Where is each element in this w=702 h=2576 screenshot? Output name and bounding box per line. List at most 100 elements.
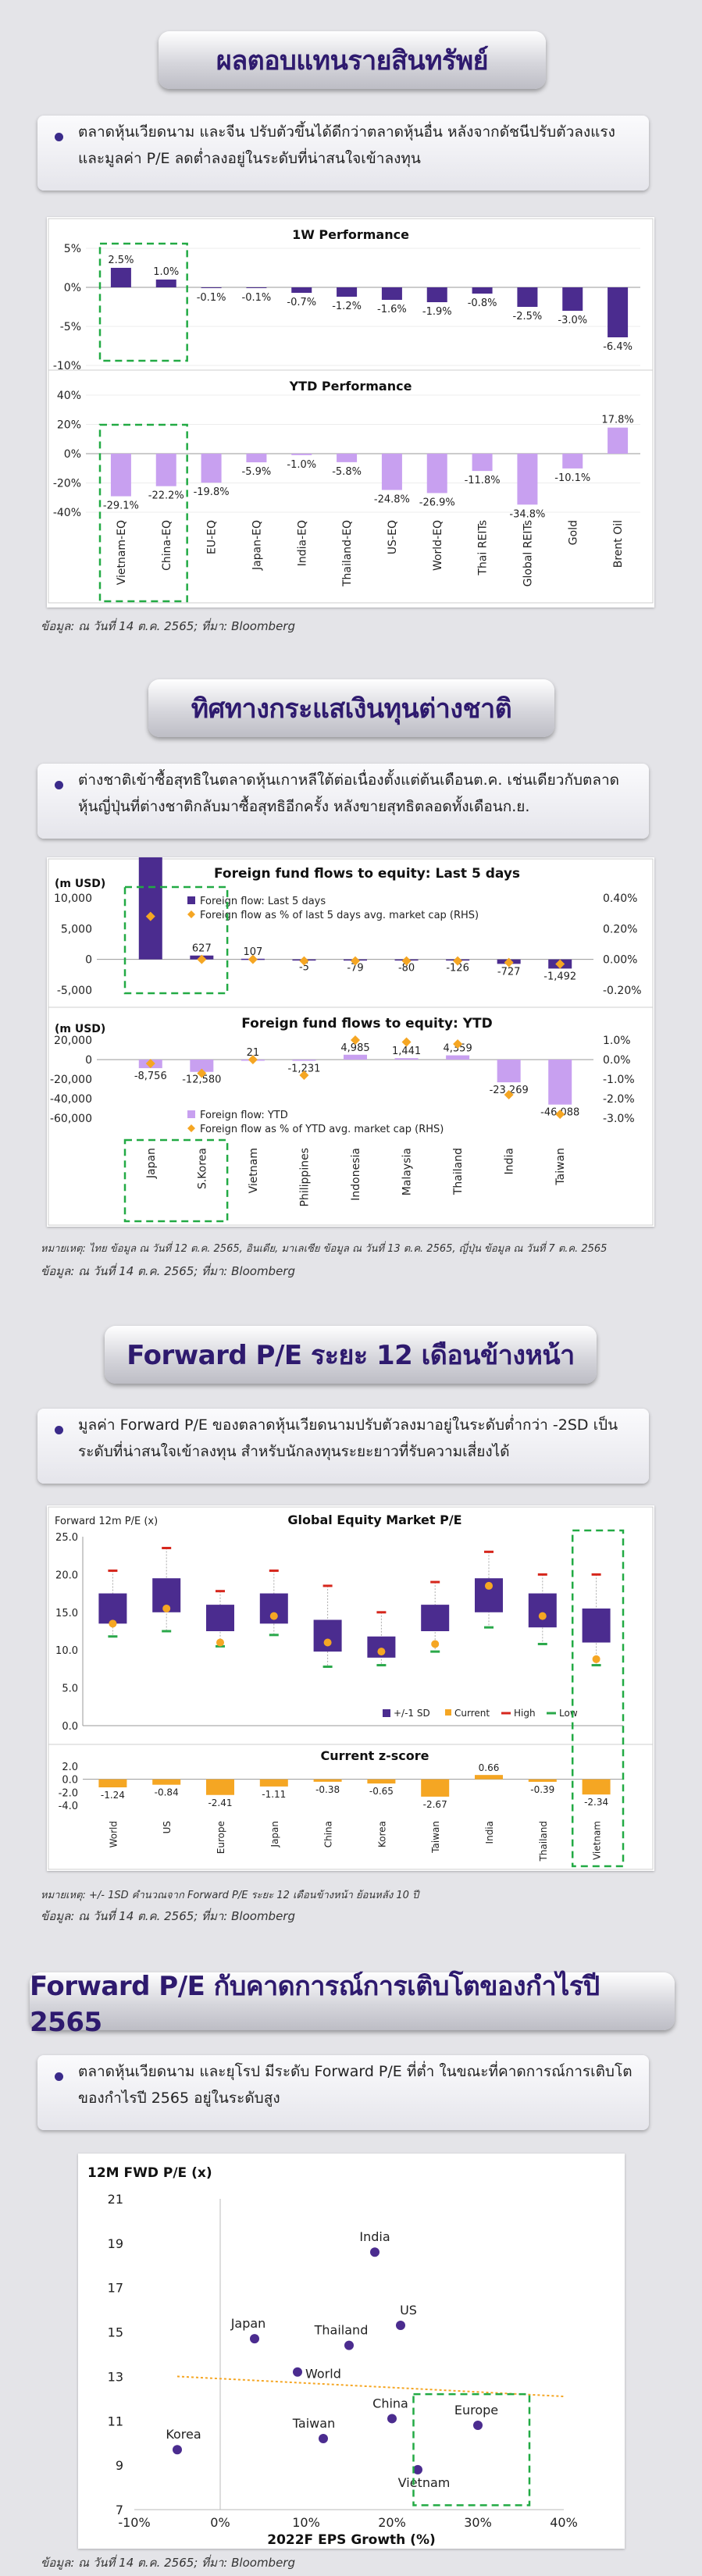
legend-label: +/-1 SD <box>394 1708 430 1719</box>
data-label: -80 <box>398 962 415 974</box>
section-1-source: ข้อมูล: ณ วันที่ 14 ต.ค. 2565; ที่มา: Bl… <box>41 619 295 633</box>
legend-swatch-pct <box>187 1124 195 1132</box>
section-3-title: Forward P/E ระยะ 12 เดือนข้างหน้า <box>127 1340 575 1371</box>
y-tick-label: -5% <box>60 321 81 333</box>
point-label: Thailand <box>314 2323 369 2338</box>
data-label: -29.1% <box>103 501 139 512</box>
y-tick-label-left: 5,000 <box>61 923 92 935</box>
data-label: -0.1% <box>197 292 226 304</box>
bar-world-eq <box>426 454 447 493</box>
section-3-source: ข้อมูล: ณ วันที่ 14 ต.ค. 2565; ที่มา: Bl… <box>41 1909 295 1923</box>
bar-brent oil <box>608 427 629 454</box>
bar-india-eq <box>291 287 312 293</box>
point-label: Korea <box>166 2427 201 2442</box>
chart-title: YTD Performance <box>289 379 412 394</box>
data-label: -22.2% <box>148 490 184 502</box>
category-label: S.Korea <box>196 1148 208 1189</box>
bar-gold <box>562 287 583 311</box>
bar-malaysia <box>394 1058 419 1060</box>
chart-title: Foreign fund flows to equity: YTD <box>241 1016 493 1031</box>
y-tick-label: 40% <box>57 390 81 402</box>
category-label: US <box>162 1821 173 1833</box>
data-label: -5.8% <box>332 466 362 478</box>
fund-flow-chart-panel: Foreign fund flows to equity: Last 5 day… <box>47 827 654 1227</box>
data-label: 4,359 <box>444 1043 472 1055</box>
zscore-bar-world <box>98 1779 127 1787</box>
bar-philippines <box>292 1060 316 1061</box>
y-tick-label: 9 <box>116 2458 123 2473</box>
data-label: -1,492 <box>543 971 576 982</box>
pct-marker <box>299 1071 309 1080</box>
category-label: US-EQ <box>387 520 399 554</box>
current-marker <box>431 1640 440 1648</box>
bar-eu-eq <box>201 287 222 288</box>
data-label: 17.8% <box>601 415 633 426</box>
bar-eu-eq <box>201 454 222 483</box>
bar-thai reits <box>472 287 493 294</box>
category-label: Thailand <box>538 1821 549 1862</box>
data-label: 1,441 <box>392 1046 421 1057</box>
y-axis-label: Forward 12m P/E (x) <box>55 1516 158 1527</box>
zscore-bar-vietnam <box>582 1779 611 1795</box>
y-tick-label-right: -1.0% <box>603 1074 635 1086</box>
pct-marker <box>555 959 565 969</box>
sd-box-taiwan <box>421 1605 450 1631</box>
category-label: Gold <box>567 520 579 545</box>
section-2-title-banner: ทิศทางกระแสเงินทุนต่างชาติ <box>148 679 554 737</box>
zscore-bar-us <box>152 1779 181 1785</box>
legend-label: High <box>514 1708 536 1719</box>
chart-title: 1W Performance <box>292 227 409 242</box>
data-label: -1.9% <box>422 306 452 318</box>
section-1-title: ผลตอบแทนรายสินทรัพย์ <box>216 45 489 77</box>
category-label: India <box>504 1148 516 1174</box>
section-4-bullet-box: ตลาดหุ้นเวียดนาม และยุโรป มีระดับ Forwar… <box>37 2055 649 2130</box>
data-label: 21 <box>247 1047 260 1059</box>
category-label: India-EQ <box>296 520 308 566</box>
bar-thailand-eq <box>337 454 358 462</box>
bar-skorea <box>190 1060 214 1072</box>
zscore-bar-korea <box>367 1779 396 1784</box>
y-tick-label-right: 1.0% <box>603 1035 631 1047</box>
zscore-bar-europe <box>206 1779 234 1795</box>
x-tick-label: 40% <box>550 2515 578 2530</box>
legend-swatch-sd <box>383 1709 390 1717</box>
y-tick-label-right: 0.0% <box>603 1054 631 1067</box>
current-marker <box>162 1604 171 1612</box>
y-tick-label-right: 0.20% <box>603 923 637 935</box>
y-tick-label: 11 <box>108 2414 123 2428</box>
scatter-chart-panel: 12M FWD P/E (x) 21 19 17 15 13 11 9 7 -10% 0% 10% 20… <box>78 2154 625 2549</box>
highlight-box-ytd <box>123 1138 229 1223</box>
bar-vietnam-eq <box>110 454 131 497</box>
category-label: EU-EQ <box>206 520 219 554</box>
category-label: Malaysia <box>401 1148 414 1195</box>
highlight-box-vietnam <box>571 1529 625 1868</box>
point-korea <box>173 2445 182 2455</box>
bar-us-eq <box>381 454 402 490</box>
y-tick-label: 21 <box>108 2192 123 2207</box>
zscore-bar-japan <box>259 1779 288 1787</box>
category-label: Thailand <box>452 1148 465 1195</box>
highlight-box-1w <box>98 242 188 362</box>
current-marker <box>377 1648 386 1656</box>
pe-chart: Forward 12m P/E (x) Global Equity Market … <box>48 1506 654 1870</box>
point-label: Europe <box>454 2403 498 2417</box>
data-label: -1.11 <box>262 1789 286 1800</box>
category-label: World-EQ <box>432 520 444 571</box>
point-label: World <box>305 2367 341 2382</box>
zscore-bar-taiwan <box>421 1779 450 1797</box>
legend-swatch-current <box>445 1709 451 1716</box>
bar-japan <box>138 839 162 960</box>
category-label: Thailand-EQ <box>341 520 354 587</box>
pct-marker <box>299 956 309 966</box>
category-label: China-EQ <box>161 520 173 571</box>
bar-japan-eq <box>246 287 267 288</box>
sd-box-china <box>313 1619 342 1652</box>
point-label: Japan <box>230 2316 266 2331</box>
y-tick-label-left: 0 <box>85 1054 92 1067</box>
category-label: Vietnam-EQ <box>116 520 128 585</box>
data-label: 1.0% <box>153 266 179 278</box>
y-tick-label: 7 <box>116 2503 123 2517</box>
point-japan <box>250 2334 259 2344</box>
current-marker <box>485 1581 493 1590</box>
bar-brent oil <box>608 287 629 337</box>
